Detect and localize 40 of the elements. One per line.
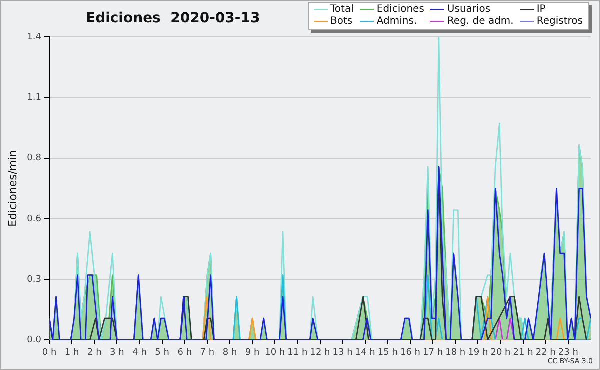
x-tick-label: 18 h — [446, 348, 466, 358]
x-tick-label: 7 h — [200, 348, 215, 358]
legend-label: Admins. — [376, 16, 418, 28]
y-tick-label: 1.1 — [27, 92, 42, 103]
x-tick-label: 23 h — [558, 348, 578, 358]
x-tick-label: 4 h — [132, 348, 147, 358]
x-tick-label: 21 h — [513, 348, 534, 358]
x-tick-label: 1 h — [64, 348, 80, 358]
x-tick-label: 15 h — [378, 348, 398, 358]
x-tick-label: 22 h — [536, 348, 556, 358]
x-tick-label: 3 h — [110, 348, 124, 358]
x-tick-label: 6 h — [178, 348, 192, 358]
x-tick-label: 8 h — [222, 348, 238, 358]
x-tick-label: 9 h — [245, 348, 260, 358]
legend-label: Bots — [330, 16, 354, 28]
x-tick-label: 10 h — [265, 348, 286, 358]
x-tick-label: 2 h — [87, 348, 102, 358]
x-tick-label: 16 h — [400, 348, 421, 358]
legend-label: Reg. de adm. — [446, 16, 514, 28]
legend-label: Usuarios — [446, 4, 492, 16]
y-axis-title: Ediciones/min — [6, 150, 20, 227]
x-tick-label: 19 h — [468, 348, 488, 358]
x-tick-label: 20 h — [490, 348, 511, 358]
legend-label: Total — [330, 4, 354, 16]
legend-label: Ediciones — [376, 4, 424, 16]
y-tick-label: 0.6 — [27, 214, 42, 224]
x-tick-label: 0 h — [42, 348, 57, 358]
x-tick-label: 12 h — [310, 348, 330, 358]
legend-label: Registros — [536, 16, 583, 28]
y-tick-label: 0.0 — [27, 336, 42, 346]
x-tick-label: 17 h — [423, 348, 444, 358]
x-tick-label: 14 h — [355, 348, 376, 358]
legend-label: IP — [536, 4, 547, 16]
x-tick-label: 13 h — [332, 348, 353, 358]
chart-title: Ediciones 2020-03-13 — [86, 10, 260, 27]
x-tick-label: 11 h — [288, 348, 308, 358]
y-tick-label: 1.4 — [27, 32, 42, 42]
x-tick-label: 5 h — [155, 348, 170, 358]
y-tick-label: 0.8 — [27, 154, 42, 164]
y-tick-label: 0.3 — [27, 274, 42, 285]
